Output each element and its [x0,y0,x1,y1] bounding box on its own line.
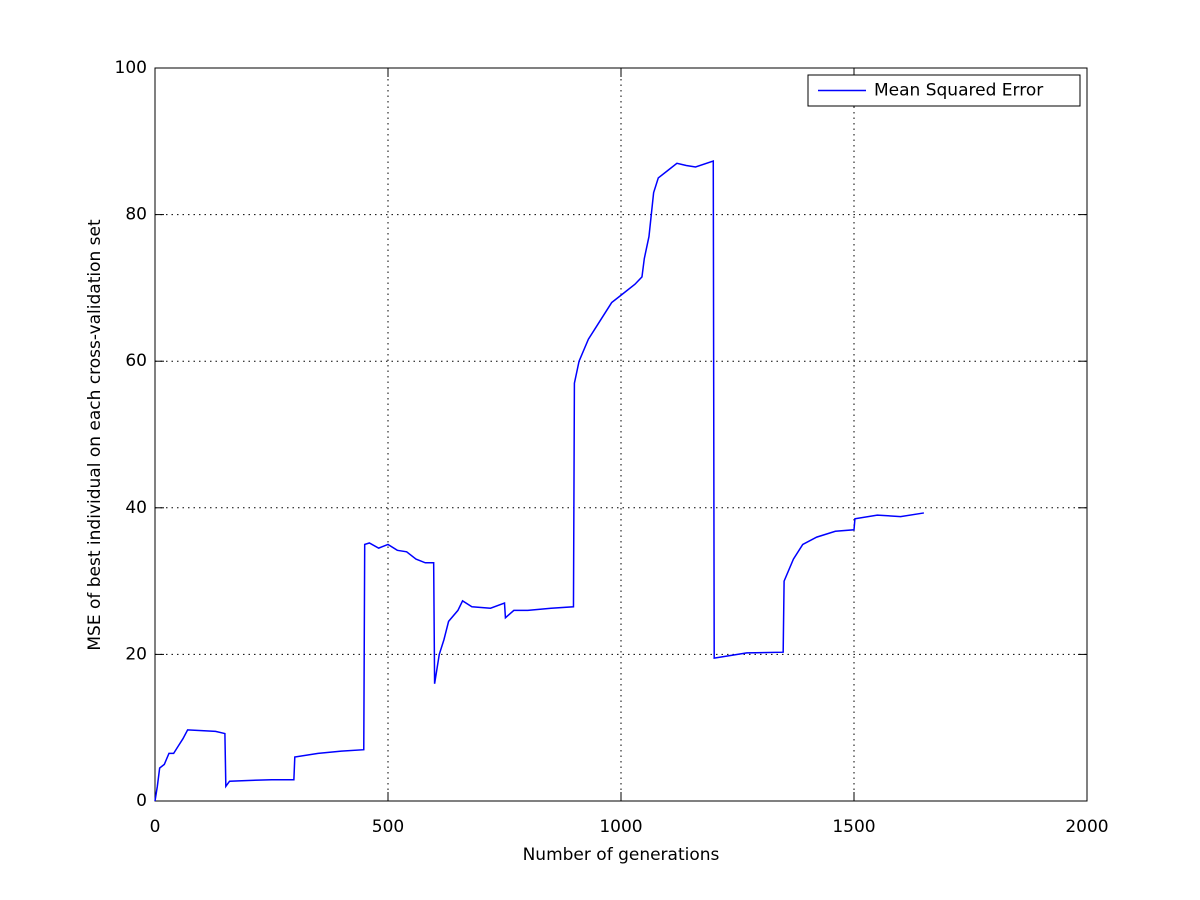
y-axis-label: MSE of best individual on each cross-val… [85,219,105,651]
y-tick-label: 80 [125,205,147,225]
x-tick-label: 500 [372,817,404,837]
y-tick-label: 0 [136,791,147,811]
x-tick-label: 0 [150,817,161,837]
plot-area [155,68,1087,801]
x-axis-label: Number of generations [523,845,720,865]
y-tick-label: 40 [125,498,147,518]
x-tick-label: 1500 [832,817,875,837]
y-tick-label: 20 [125,644,147,664]
legend-box [807,74,1081,107]
x-tick-label: 1000 [599,817,642,837]
legend-label: Mean Squared Error [874,81,1043,101]
y-tick-label: 60 [125,351,147,371]
axes-box [154,67,1088,802]
line [154,160,925,802]
x-tick-label: 2000 [1065,817,1108,837]
y-tick-label: 100 [115,58,147,78]
